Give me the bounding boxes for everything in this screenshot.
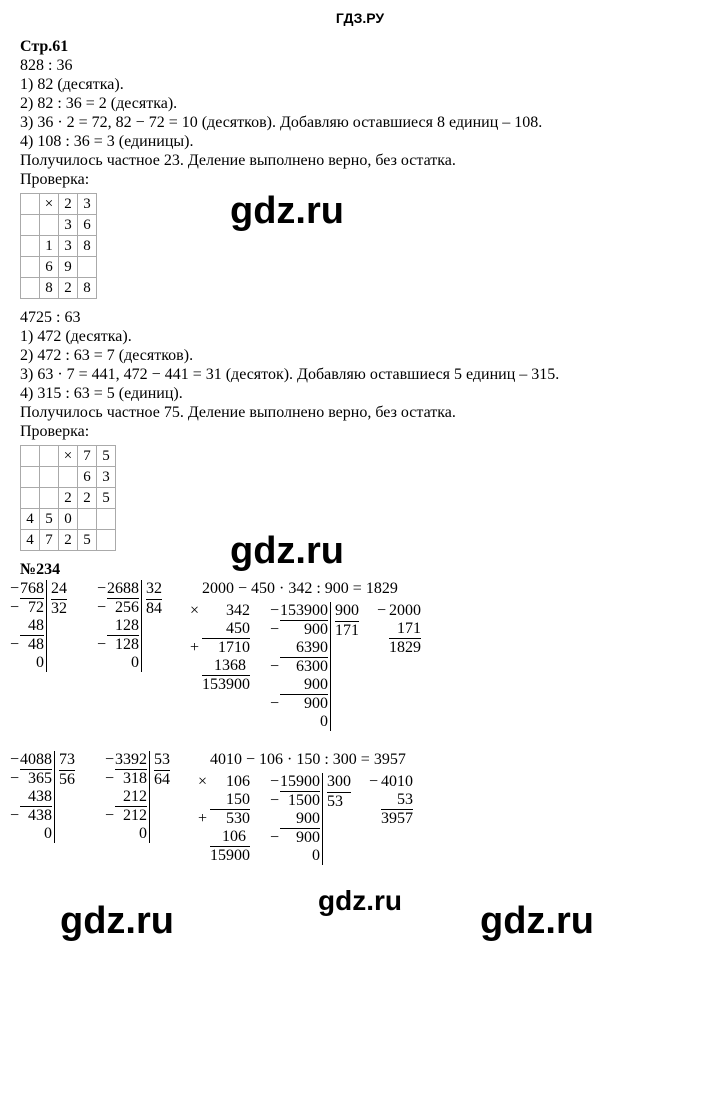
longdiv-768-24: 76872484802432 (20, 580, 67, 672)
sub-4010-53: 4010533957 (381, 773, 413, 828)
p2-check-label: Проверка: (20, 423, 700, 441)
exercise-234: 76872484802432 268825612812803284 2000 −… (20, 580, 700, 865)
longdiv-15900-300: 159001500900900030053 (280, 773, 351, 865)
p2-step4: 4) 315 : 63 = 5 (единиц). (20, 385, 700, 403)
p1-result: Получилось частное 23. Деление выполнено… (20, 152, 700, 170)
ex234-label: №234 (20, 561, 700, 579)
page-label: Стр.61 (20, 38, 700, 56)
p1-step4: 4) 108 : 36 = 3 (единицы). (20, 133, 700, 151)
longdiv-153900-900: 153900900639063009009000900171 (280, 602, 359, 731)
row2-right: 4010 − 106 · 150 : 300 = 3957 1061505301… (210, 751, 413, 865)
problem-1: 828 : 36 1) 82 (десятка). 2) 82 : 36 = 2… (20, 57, 700, 299)
ex234-row1: 76872484802432 268825612812803284 2000 −… (20, 580, 700, 731)
sub-2000-171: 20001711829 (389, 602, 421, 657)
p1-step1: 1) 82 (десятка). (20, 76, 700, 94)
p1-title: 828 : 36 (20, 57, 700, 75)
p2-result: Получилось частное 75. Деление выполнено… (20, 404, 700, 422)
ex234-row2: 408836543843807356 339231821221205364 40… (20, 751, 700, 865)
p2-step3: 3) 63 · 7 = 441, 472 − 441 = 31 (десяток… (20, 366, 700, 384)
p1-check-label: Проверка: (20, 171, 700, 189)
p2-step2: 2) 472 : 63 = 7 (десятков). (20, 347, 700, 365)
p2-title: 4725 : 63 (20, 309, 700, 327)
row1-equation: 2000 − 450 · 342 : 900 = 1829 (202, 580, 421, 598)
p1-mult-table: ×233613869828 (20, 193, 97, 299)
row1-right: 2000 − 450 · 342 : 900 = 1829 3424501710… (202, 580, 421, 731)
p2-mult-table: ×75632254504725 (20, 445, 116, 551)
problem-2: 4725 : 63 1) 472 (десятка). 2) 472 : 63 … (20, 309, 700, 551)
longdiv-3392-53: 339231821221205364 (115, 751, 170, 843)
p1-step2: 2) 82 : 36 = 2 (десятка). (20, 95, 700, 113)
row2-equation: 4010 − 106 · 150 : 300 = 3957 (210, 751, 413, 769)
longdiv-2688-32: 268825612812803284 (107, 580, 162, 672)
site-header: ГДЗ.РУ (20, 10, 700, 26)
mult-106-150: 106150530106 15900 (210, 773, 250, 865)
longdiv-4088-73: 408836543843807356 (20, 751, 75, 843)
p2-step1: 1) 472 (десятка). (20, 328, 700, 346)
footer-watermark: gdz.ru (20, 885, 700, 917)
p1-step3: 3) 36 · 2 = 72, 82 − 72 = 10 (десятков).… (20, 114, 700, 132)
mult-342-450: 34245017101368 153900 (202, 602, 250, 694)
